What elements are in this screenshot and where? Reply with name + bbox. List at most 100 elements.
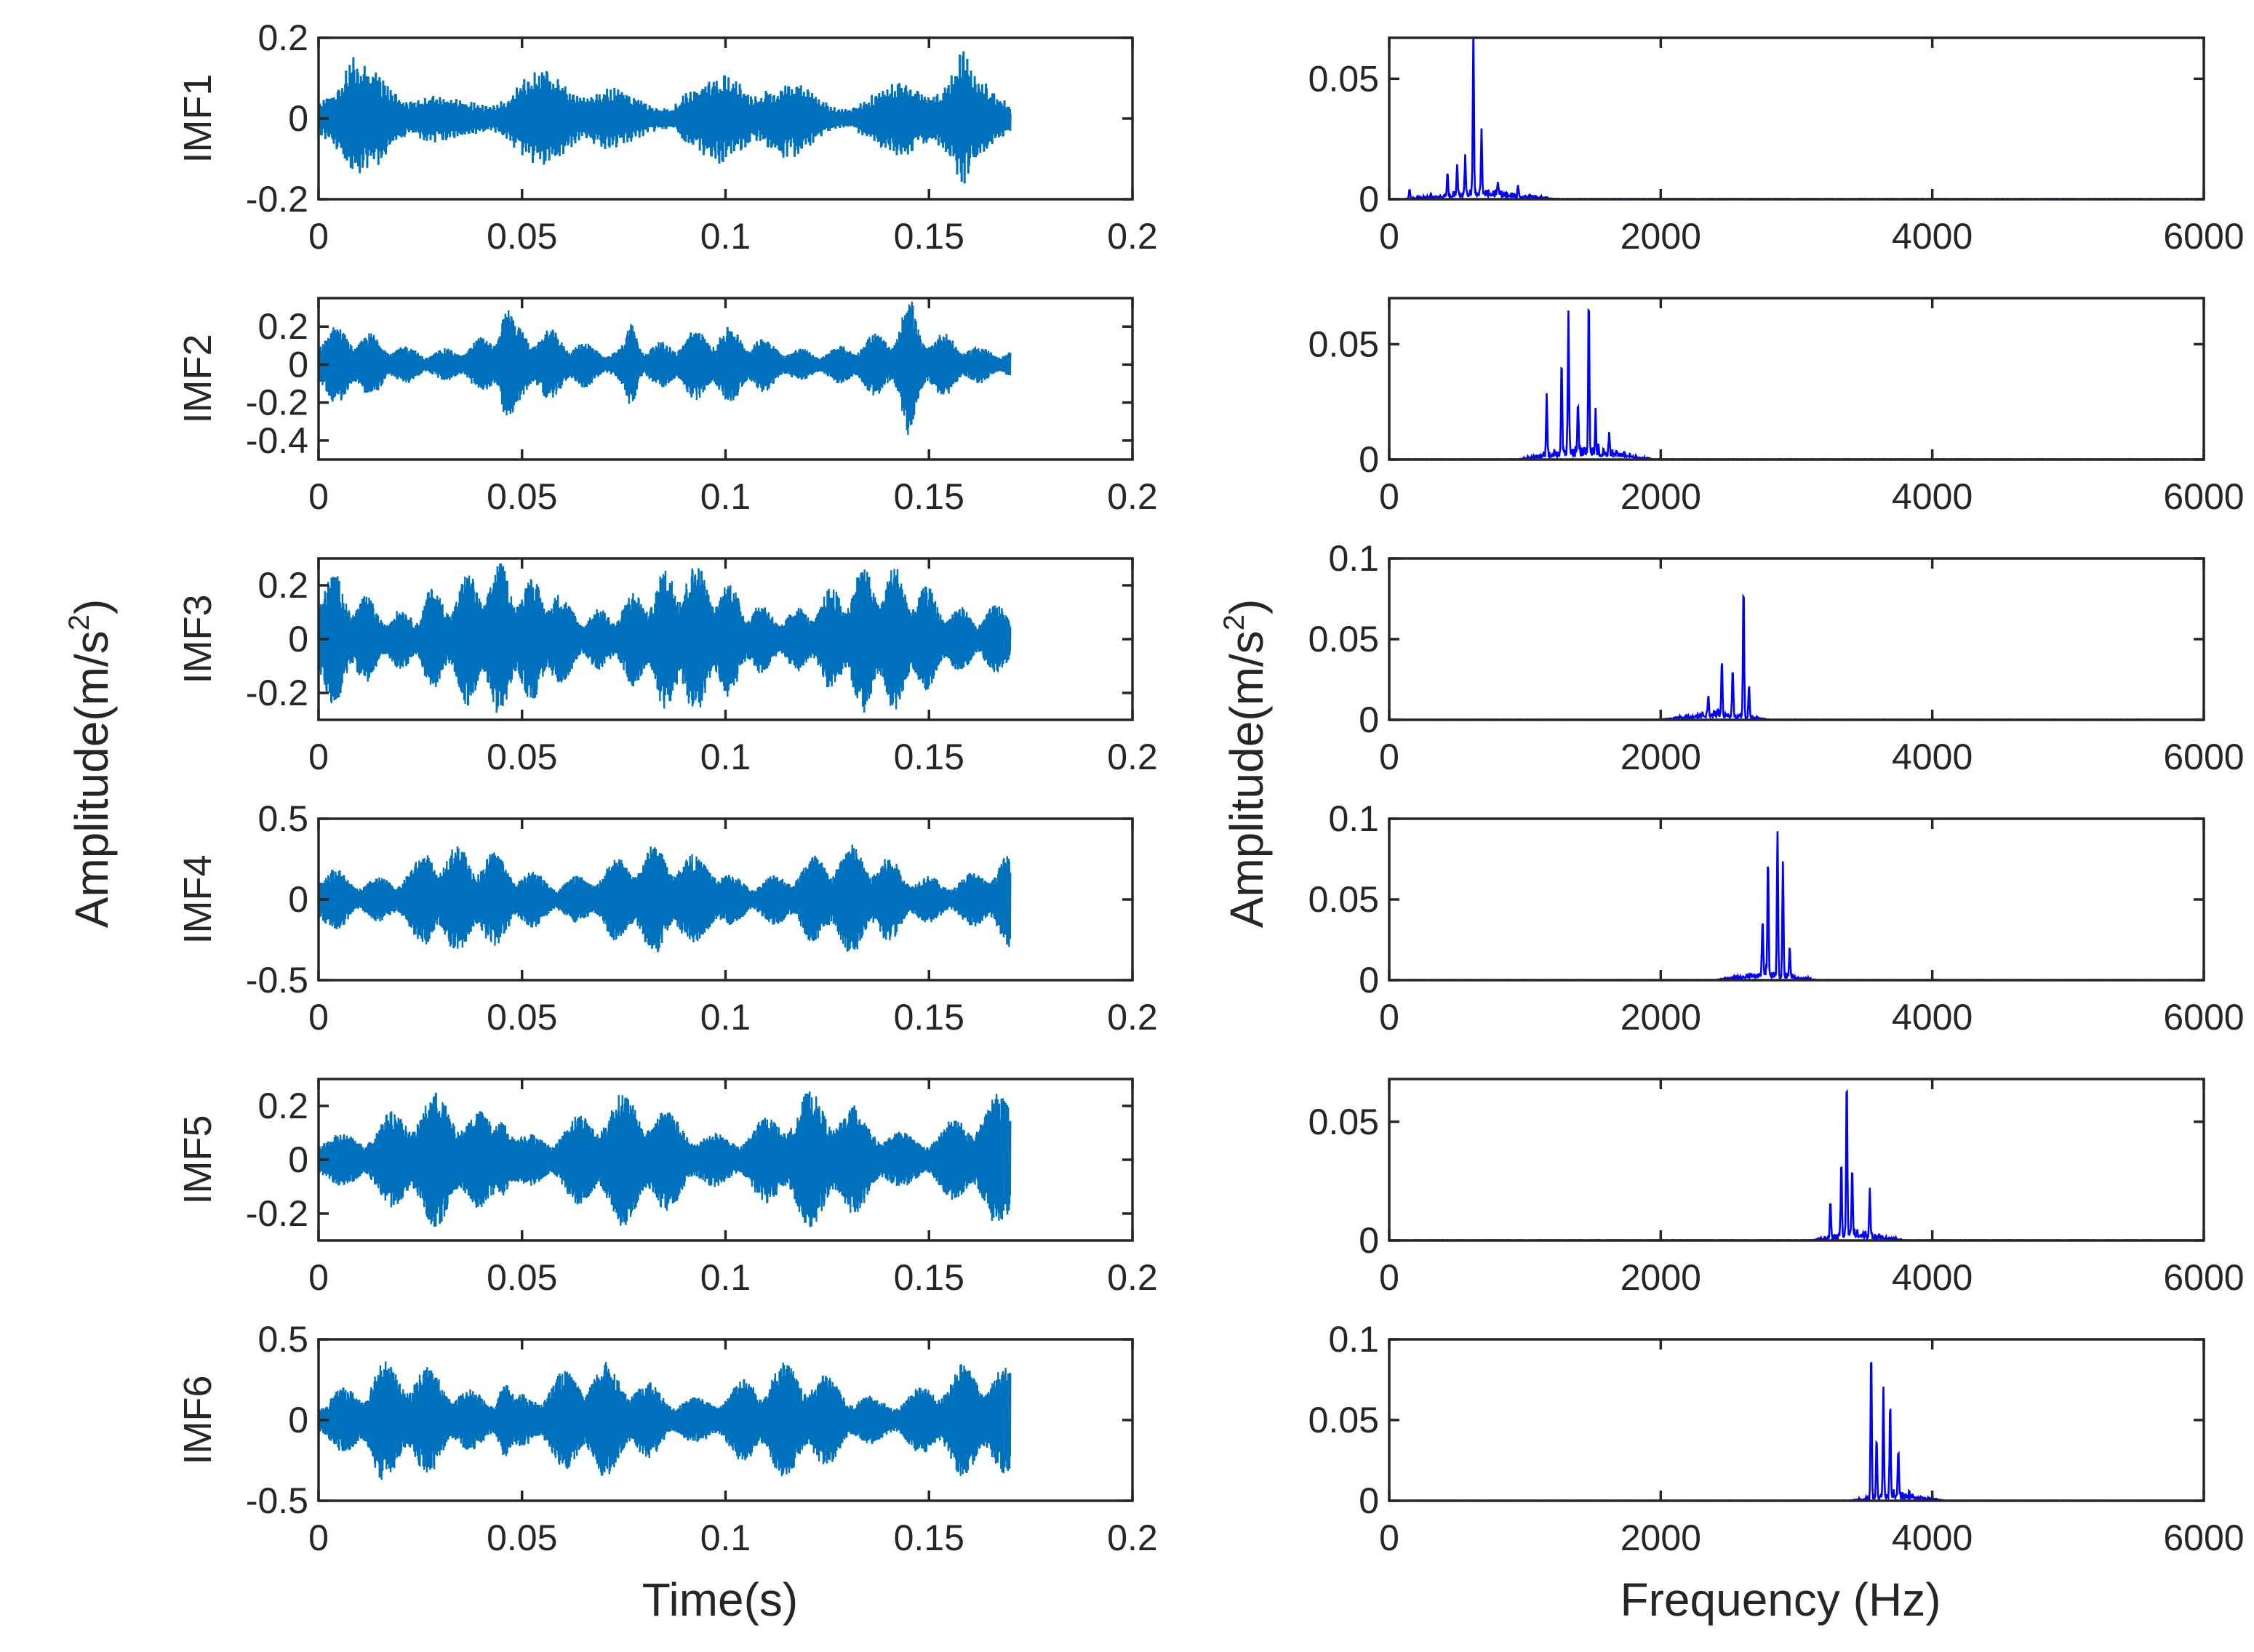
x-tick-label: 4000 [1892,1257,1973,1298]
x-tick-label: 2000 [1620,1257,1701,1298]
x-tick-label: 6000 [2163,737,2244,777]
left-ylabel: Amplitude(m/s2) [63,599,118,929]
x-tick-label: 0.15 [894,737,964,777]
x-tick-label: 6000 [2163,997,2244,1038]
x-tick-label: 4000 [1892,216,1973,257]
x-tick-label: 0.2 [1107,1517,1158,1558]
series-line [1389,38,2204,199]
x-tick-label: 0 [308,997,329,1038]
series-line [1389,308,2204,460]
axes-box [1388,817,2205,982]
panel-IMF6-spectrum: 0 2000 4000 6000 0 0.05 0.1 [1308,1319,2245,1558]
right-ylabel-close: ) [1220,599,1273,614]
x-tick-label: 0.1 [700,216,751,257]
x-tick-label: 4000 [1892,997,1973,1038]
x-tick-label: 0.2 [1107,997,1158,1038]
y-tick-label: 0.05 [1308,324,1379,364]
x-tick-label: 0.05 [487,737,557,777]
x-tick-label: 0.1 [700,1257,751,1298]
y-tick-label: 0 [288,879,308,920]
y-tick-label: 0 [288,344,308,385]
x-tick-label: 0 [1379,997,1399,1038]
y-tick-label: 0.1 [1328,798,1379,839]
x-tick-label: 0 [308,1517,329,1558]
panel-ylabel: IMF6 [176,1375,220,1464]
x-tick-label: 0.2 [1107,216,1158,257]
x-tick-label: 4000 [1892,476,1973,517]
y-tick-label: 0.2 [257,306,308,347]
y-tick-label: 0.5 [257,798,308,839]
y-tick-label: 0 [288,1400,308,1440]
x-tick-label: 6000 [2163,1517,2244,1558]
panel-IMF3-spectrum: 0 2000 4000 6000 0 0.05 0.1 [1308,538,2245,777]
panel-IMF1-spectrum: 0 2000 4000 6000 0 0.05 [1308,36,2245,257]
axes-box [1388,557,2205,721]
y-tick-label: -0.2 [246,1193,308,1234]
x-tick-label: 6000 [2163,1257,2244,1298]
axes-box [1388,36,2205,201]
y-tick-label: 0.5 [257,1319,308,1360]
x-tick-label: 6000 [2163,476,2244,517]
panel-ylabel: IMF4 [176,854,220,944]
y-tick-label: -0.2 [246,382,308,423]
x-tick-label: 4000 [1892,737,1973,777]
y-tick-label: 0.05 [1308,1102,1379,1142]
left-ylabel-sup: 2 [63,614,95,630]
y-tick-label: 0 [1359,179,1379,220]
x-tick-label: 0.2 [1107,1257,1158,1298]
y-tick-label: 0.2 [257,1086,308,1126]
x-tick-label: 0.05 [487,997,557,1038]
y-tick-label: 0 [1359,960,1379,1001]
y-tick-label: -0.2 [246,179,308,220]
axes-box [1388,1078,2205,1242]
y-tick-label: 0.1 [1328,538,1379,579]
y-tick-label: 0.05 [1308,1400,1379,1440]
right-ylabel-sup: 2 [1218,614,1250,630]
y-tick-label: 0.05 [1308,879,1379,920]
right-ylabel: Amplitude(m/s2) [1218,599,1273,929]
x-tick-label: 0 [308,1257,329,1298]
y-tick-label: 0 [288,619,308,659]
series-line [319,301,1012,436]
panel-ylabel: IMF1 [176,73,220,163]
x-tick-label: 0.1 [700,997,751,1038]
y-tick-label: 0 [1359,1480,1379,1521]
series-line [319,51,1012,184]
x-tick-label: 0.2 [1107,737,1158,777]
y-tick-label: 0.05 [1308,58,1379,99]
x-tick-label: 2000 [1620,476,1701,517]
x-tick-label: 0 [1379,737,1399,777]
series-line [319,563,1012,713]
series-line [1389,1361,2204,1501]
y-tick-label: -0.4 [246,420,308,461]
x-tick-label: 0 [308,737,329,777]
x-tick-label: 2000 [1620,1517,1701,1558]
y-tick-label: 0 [288,1139,308,1180]
x-tick-label: 0.1 [700,476,751,517]
panel-IMF4-spectrum: 0 2000 4000 6000 0 0.05 0.1 [1308,798,2245,1038]
x-tick-label: 0.1 [700,1517,751,1558]
x-tick-label: 0.2 [1107,476,1158,517]
y-tick-label: 0.2 [257,565,308,606]
x-tick-label: 0 [1379,476,1399,517]
y-tick-label: 0 [1359,1220,1379,1261]
y-tick-label: -0.2 [246,673,308,713]
x-tick-label: 0.15 [894,216,964,257]
series-line [319,844,1012,953]
series-line [319,1361,1012,1480]
y-tick-label: 0.1 [1328,1319,1379,1360]
series-line [1389,831,2204,980]
x-tick-label: 0 [1379,216,1399,257]
x-tick-label: 0 [1379,1517,1399,1558]
x-tick-label: 0.05 [487,216,557,257]
left-xlabel: Time(s) [642,1573,798,1626]
panel-IMF2-spectrum: 0 2000 4000 6000 0 0.05 [1308,297,2245,517]
